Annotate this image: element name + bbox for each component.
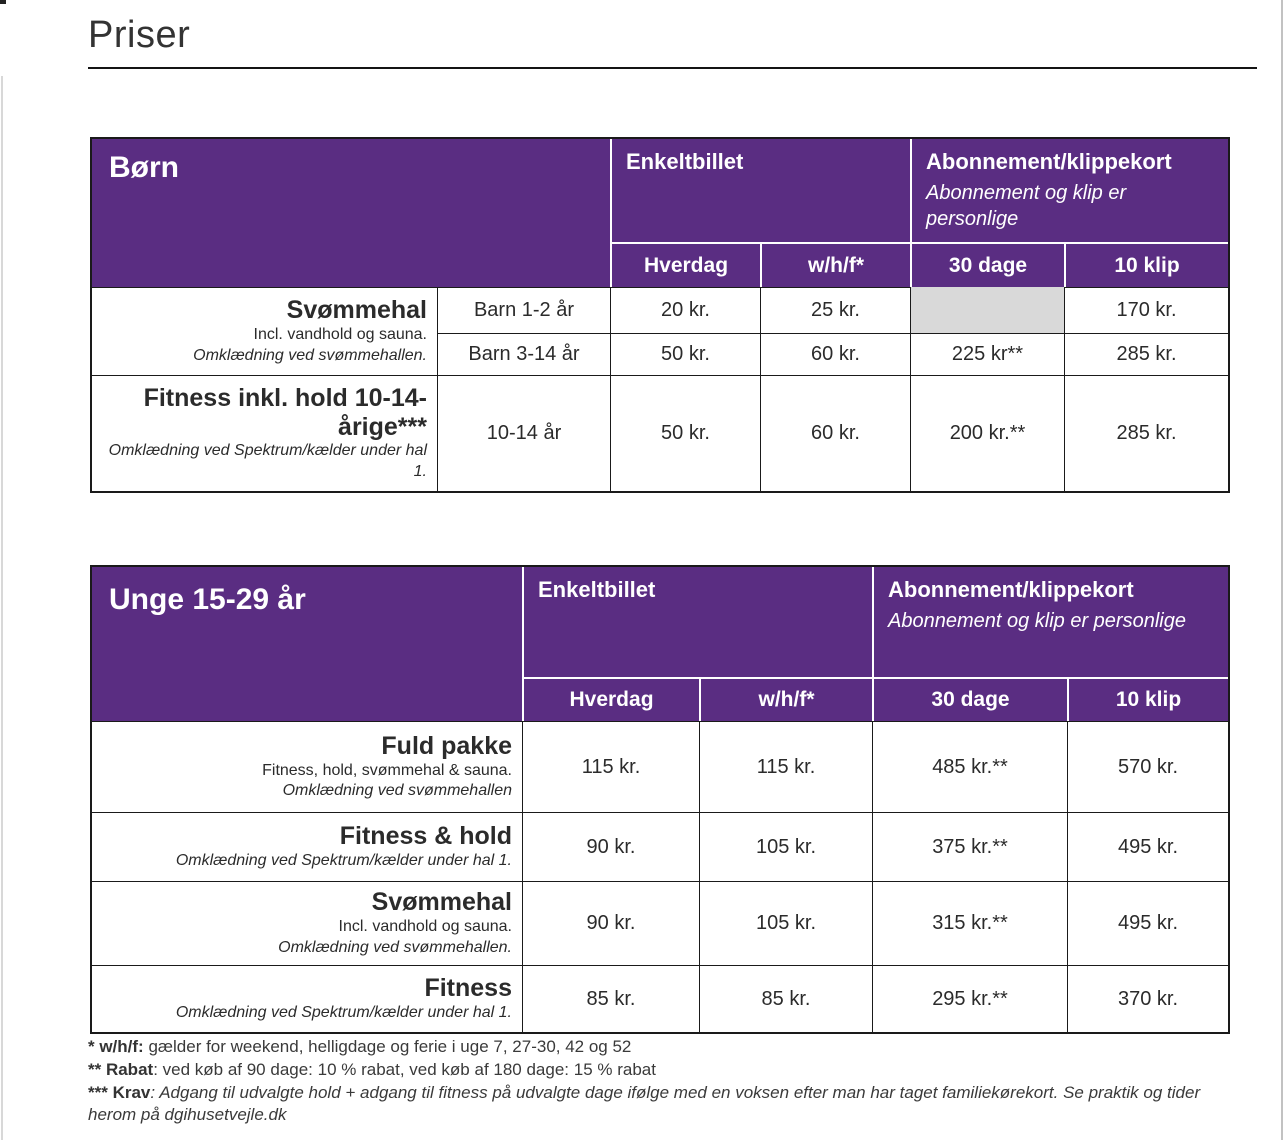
unge-row-fitness-label: Fitness Omklædning ved Spektrum/kælder u… (92, 965, 522, 1032)
unge-col-hverdag: Hverdag (522, 677, 699, 721)
price-cell: 485 kr.** (872, 721, 1067, 812)
price-cell: 20 kr. (610, 287, 760, 333)
footnote-text: : Adgang til udvalgte hold + adgang til … (88, 1083, 1201, 1125)
born-age-10-14: 10-14 år (437, 375, 610, 491)
unge-header-enkeltbillet: Enkeltbillet (522, 567, 872, 677)
footnote-text: : ved køb af 90 dage: 10 % rabat, ved kø… (153, 1060, 656, 1080)
price-cell: 115 kr. (699, 721, 872, 812)
group-label: Enkeltbillet (626, 149, 744, 174)
footnote-text: gælder for weekend, helligdage og ferie … (143, 1037, 632, 1056)
born-col-30dage: 30 dage (910, 242, 1064, 287)
scan-corner-artifact (0, 0, 6, 4)
row-name: Fuld pakke (381, 731, 512, 760)
row-desc-italic: Omklædning ved Spektrum/kælder under hal… (175, 1003, 512, 1021)
born-col-10klip: 10 klip (1064, 242, 1228, 287)
group-note: Abonnement og klip er personlige (926, 181, 1127, 230)
footnote-whf: * w/h/f: gælder for weekend, helligdage … (88, 1036, 1238, 1058)
group-label: Abonnement/klippekort (888, 577, 1134, 602)
price-cell: 60 kr. (760, 375, 910, 491)
price-cell: 285 kr. (1064, 375, 1228, 491)
unge-price-table: Unge 15-29 år Enkeltbillet Abonnement/kl… (90, 565, 1230, 1034)
born-col-whf: w/h/f* (760, 242, 910, 287)
unge-header-abonnement: Abonnement/klippekort Abonnement og klip… (872, 567, 1228, 677)
unge-table-title: Unge 15-29 år (92, 567, 522, 721)
row-desc-italic: Omklædning ved svømmehallen. (193, 346, 427, 364)
group-label: Enkeltbillet (538, 577, 656, 602)
price-cell: 225 kr** (910, 333, 1064, 375)
born-price-table: Børn Enkeltbillet Abonnement/klippekort … (90, 137, 1230, 493)
price-cell: 50 kr. (610, 333, 760, 375)
footnote-krav: *** Krav: Adgang til udvalgte hold + adg… (88, 1082, 1238, 1126)
unge-col-10klip: 10 klip (1067, 677, 1228, 721)
footnote-rabat: ** Rabat: ved køb af 90 dage: 10 % rabat… (88, 1059, 1238, 1081)
page-edge-left (1, 76, 3, 1140)
price-cell: 25 kr. (760, 287, 910, 333)
row-desc: Fitness, hold, svømmehal & sauna. (262, 761, 512, 779)
row-name: Fitness & hold (339, 822, 512, 851)
price-cell: 85 kr. (699, 965, 872, 1032)
price-cell: 315 kr.** (872, 881, 1067, 965)
row-name: Svømmehal (371, 888, 512, 917)
price-cell: 105 kr. (699, 881, 872, 965)
price-cell: 200 kr.** (910, 375, 1064, 491)
row-desc: Incl. vandhold og sauna. (338, 918, 512, 936)
row-desc-italic: Omklædning ved svømmehallen. (278, 938, 512, 956)
born-header-abonnement: Abonnement/klippekort Abonnement og klip… (910, 139, 1228, 242)
row-desc-italic: Omklædning ved Spektrum/kælder under hal… (108, 442, 427, 481)
price-cell: 60 kr. (760, 333, 910, 375)
page-edge-right (1281, 0, 1283, 1140)
unge-row-fuldpakke-label: Fuld pakke Fitness, hold, svømmehal & sa… (92, 721, 522, 812)
born-table-title: Børn (92, 139, 610, 287)
price-cell: 105 kr. (699, 812, 872, 881)
row-name: Fitness (424, 974, 512, 1003)
price-cell: 495 kr. (1067, 881, 1228, 965)
footnote-marker: ** Rabat (88, 1060, 154, 1080)
born-col-hverdag: Hverdag (610, 242, 760, 287)
unge-col-30dage: 30 dage (872, 677, 1067, 721)
footnote-marker: * w/h/f: (88, 1037, 144, 1056)
row-name: Svømmehal (286, 296, 427, 325)
page-title: Priser (88, 14, 191, 56)
price-cell: 285 kr. (1064, 333, 1228, 375)
born-row-fitness-label: Fitness inkl. hold 10-14-årige*** Omklæd… (92, 375, 437, 491)
born-header-enkeltbillet: Enkeltbillet (610, 139, 910, 242)
born-age-3-14: Barn 3-14 år (437, 333, 610, 375)
price-cell: 495 kr. (1067, 812, 1228, 881)
price-cell: 90 kr. (522, 812, 699, 881)
price-cell: 375 kr.** (872, 812, 1067, 881)
price-cell: 170 kr. (1064, 287, 1228, 333)
footnote-marker: *** Krav (88, 1083, 151, 1103)
born-age-1-2: Barn 1-2 år (437, 287, 610, 333)
footnotes: * w/h/f: gælder for weekend, helligdage … (88, 1036, 1238, 1127)
title-divider (88, 67, 1257, 69)
born-row-svommehal-label: Svømmehal Incl. vandhold og sauna. Omklæ… (92, 287, 437, 375)
price-cell: 90 kr. (522, 881, 699, 965)
group-note: Abonnement og klip er personlige (888, 609, 1186, 632)
row-desc-italic: Omklædning ved svømmehallen (282, 782, 512, 800)
price-cell: 85 kr. (522, 965, 699, 1032)
unge-row-svommehal-label: Svømmehal Incl. vandhold og sauna. Omklæ… (92, 881, 522, 965)
price-cell: 295 kr.** (872, 965, 1067, 1032)
row-desc: Incl. vandhold og sauna. (253, 326, 427, 344)
price-cell: 370 kr. (1067, 965, 1228, 1032)
group-label: Abonnement/klippekort (926, 149, 1172, 174)
price-cell: 570 kr. (1067, 721, 1228, 812)
price-cell: 115 kr. (522, 721, 699, 812)
price-cell: 50 kr. (610, 375, 760, 491)
row-name: Fitness inkl. hold 10-14-årige*** (143, 383, 427, 441)
unge-col-whf: w/h/f* (699, 677, 872, 721)
unge-row-fitnesshold-label: Fitness & hold Omklædning ved Spektrum/k… (92, 812, 522, 881)
row-desc-italic: Omklædning ved Spektrum/kælder under hal… (175, 851, 512, 869)
price-cell-empty (910, 287, 1064, 333)
